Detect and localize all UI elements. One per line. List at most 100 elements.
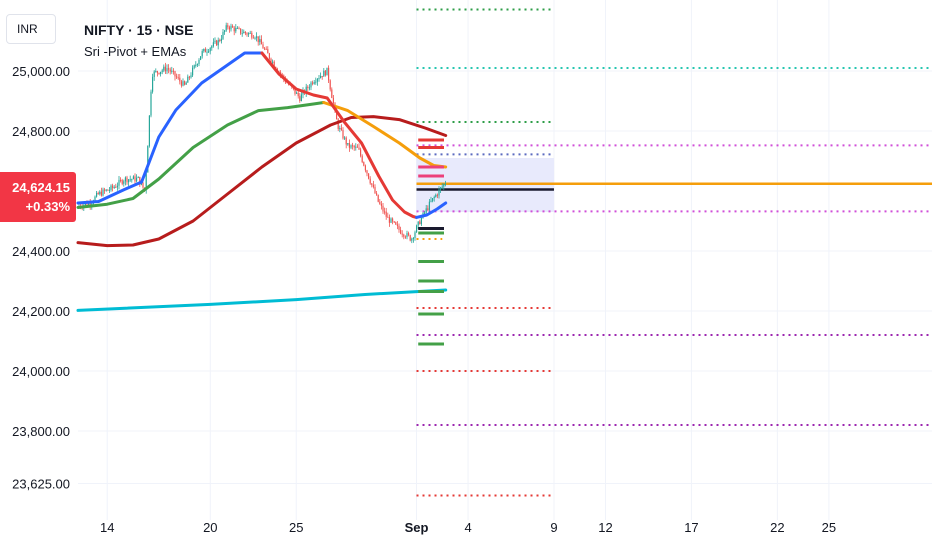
candle-body-65	[182, 81, 184, 86]
candle-body-227	[441, 186, 443, 188]
candle-body-172	[353, 146, 355, 148]
y-tick-label-2: 24,400.00	[12, 244, 70, 259]
y-tick-label-5: 23,800.00	[12, 424, 70, 439]
candle-body-26	[120, 179, 122, 181]
candle-body-179	[364, 165, 366, 171]
candle-body-64	[180, 81, 182, 86]
candle-body-99	[236, 27, 238, 29]
candle-body-208	[411, 238, 413, 241]
candle-body-198	[395, 222, 397, 225]
candle-body-24	[116, 185, 118, 188]
price-candles	[78, 22, 446, 244]
candle-body-145	[310, 82, 312, 88]
candle-body-228	[443, 184, 445, 187]
candle-body-206	[408, 233, 410, 236]
candle-body-120	[270, 58, 272, 63]
candle-body-153	[323, 70, 325, 77]
candle-body-148	[315, 81, 317, 83]
candle-body-53	[163, 66, 165, 71]
grid-lines	[78, 0, 932, 520]
candle-body-20	[110, 185, 112, 190]
candle-body-182	[369, 178, 371, 184]
x-tick-label-3: Sep	[405, 520, 429, 535]
candle-body-223	[435, 194, 437, 197]
candle-body-157	[329, 80, 331, 90]
symbol-title[interactable]: NIFTY · 15 · NSE	[84, 22, 194, 38]
x-tick-label-5: 9	[550, 520, 557, 535]
candle-body-74	[196, 64, 198, 66]
y-tick-label-4: 24,000.00	[12, 364, 70, 379]
candle-body-189	[380, 204, 382, 206]
candle-body-176	[360, 149, 362, 156]
candle-body-22	[113, 186, 115, 188]
y-tick-label-1: 24,800.00	[12, 124, 70, 139]
candle-body-220	[430, 200, 432, 202]
candle-body-19	[108, 189, 110, 191]
candle-body-68	[187, 76, 189, 83]
x-tick-label-9: 25	[822, 520, 836, 535]
candle-body-57	[169, 69, 171, 72]
candle-body-76	[200, 56, 202, 60]
candle-body-117	[265, 48, 267, 50]
candle-body-62	[177, 77, 179, 79]
candle-body-66	[184, 81, 186, 85]
candle-body-61	[176, 76, 178, 78]
candle-body-121	[272, 61, 274, 63]
currency-label[interactable]: INR	[6, 14, 56, 44]
candle-body-29	[124, 177, 126, 182]
candle-body-88	[219, 40, 221, 42]
candle-body-30	[126, 177, 128, 183]
candle-body-216	[424, 212, 426, 214]
candle-body-173	[355, 146, 357, 148]
candle-body-201	[400, 229, 402, 234]
candle-body-219	[428, 201, 430, 210]
candle-body-47	[153, 71, 155, 77]
time-axis[interactable]: 14 20 25 Sep 4 9 12 17 22 25	[100, 520, 836, 535]
candle-body-159	[332, 98, 334, 104]
candle-body-212	[417, 221, 419, 226]
candle-body-42	[145, 172, 147, 191]
candle-body-93	[227, 25, 229, 28]
candle-body-178	[363, 162, 365, 166]
candle-body-28	[123, 181, 125, 184]
candle-body-185	[374, 186, 376, 194]
candle-body-192	[385, 211, 387, 217]
ema-line-4	[76, 51, 264, 205]
candle-body-200	[398, 225, 400, 230]
candle-body-209	[412, 237, 414, 239]
candle-body-196	[392, 218, 394, 222]
candle-body-80	[206, 51, 208, 53]
candle-body-95	[230, 25, 232, 30]
candle-body-81	[208, 51, 210, 53]
candle-body-18	[107, 189, 109, 191]
candle-body-102	[241, 33, 243, 35]
candle-body-59	[172, 70, 174, 72]
candle-body-51	[160, 71, 162, 74]
candle-body-84	[212, 42, 214, 47]
x-tick-label-4: 4	[464, 520, 471, 535]
x-tick-label-1: 20	[203, 520, 217, 535]
candle-body-96	[232, 25, 234, 28]
candle-body-122	[273, 61, 275, 68]
candle-body-161	[336, 109, 338, 120]
candle-body-87	[217, 40, 219, 46]
candle-body-170	[350, 145, 352, 148]
candle-body-115	[262, 44, 264, 49]
candle-body-7	[89, 202, 91, 206]
candle-body-90	[222, 31, 224, 39]
candle-body-82	[209, 48, 211, 52]
candle-body-54	[164, 66, 166, 72]
candle-body-86	[216, 40, 218, 46]
price-axis[interactable]: 25,000.00 24,800.00 24,400.00 24,200.00 24,0…	[12, 64, 70, 492]
candle-body-226	[440, 187, 442, 190]
candle-body-15	[102, 189, 104, 196]
candle-body-50	[158, 72, 160, 74]
candle-body-49	[156, 71, 158, 73]
candle-body-197	[393, 221, 395, 223]
x-tick-label-8: 22	[770, 520, 784, 535]
candle-body-118	[267, 49, 269, 54]
candle-body-113	[259, 39, 261, 43]
candle-body-183	[371, 183, 373, 185]
indicator-label[interactable]: Sri -Pivot + EMAs	[84, 44, 187, 59]
